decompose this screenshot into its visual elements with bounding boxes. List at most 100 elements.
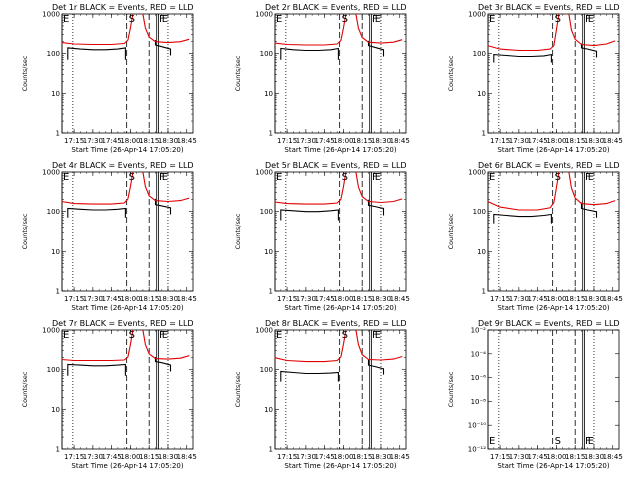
- y-tick-label: 1: [269, 288, 273, 296]
- marker-label-S: S: [555, 14, 561, 25]
- x-tick-label: 18:15: [352, 295, 372, 303]
- series-lld-line: [275, 172, 346, 204]
- series-events-line: [281, 49, 339, 60]
- marker-label-S: S: [129, 172, 135, 183]
- marker-label-E: E: [588, 172, 594, 183]
- marker-label-S: S: [342, 172, 348, 183]
- x-tick-label: 17:45: [528, 453, 548, 461]
- x-axis-label: Start Time (26-Apr-14 17:05:20): [71, 146, 183, 154]
- y-tick-label: 1: [56, 288, 60, 296]
- marker-label-S: S: [555, 172, 561, 183]
- x-tick-label: 17:30: [83, 453, 103, 461]
- panel-det-5r: Det 5r BLACK = Events, RED = LLD11010010…: [234, 161, 410, 312]
- panel-title: Det 9r BLACK = Events, RED = LLD: [478, 319, 620, 328]
- marker-label-E: E: [162, 172, 168, 183]
- y-tick-label: 10: [264, 90, 273, 98]
- panel-det-6r: Det 6r BLACK = Events, RED = LLD 1 10 100 10…: [447, 161, 623, 312]
- x-axis-label: Start Time (26-Apr-14 17:05:20): [284, 146, 396, 154]
- x-tick-label: 18:15: [352, 453, 372, 461]
- y-tick-label: 1000: [468, 169, 486, 177]
- y-tick-label: 100: [47, 50, 60, 58]
- marker-label-S: S: [555, 436, 561, 447]
- plot-frame: [275, 172, 406, 291]
- y-tick-label: 1000: [42, 169, 60, 177]
- panel-title: Det 7r BLACK = Events, RED = LLD: [52, 319, 194, 328]
- x-tick-label: 17:45: [102, 453, 122, 461]
- x-tick-label: 17:15: [277, 453, 297, 461]
- x-tick-label: 17:15: [490, 453, 510, 461]
- y-tick-label: 10⁻¹²: [468, 446, 486, 454]
- plot-frame: [275, 330, 406, 449]
- x-tick-label: 18:15: [352, 137, 372, 145]
- x-tick-label: 17:45: [528, 295, 548, 303]
- x-tick-label: 17:15: [490, 295, 510, 303]
- y-tick-label: 100: [260, 208, 273, 216]
- x-tick-label: 17:45: [315, 453, 335, 461]
- marker-label-E: E: [489, 172, 495, 183]
- x-tick-label: 17:30: [296, 137, 316, 145]
- series-events-line: [281, 210, 339, 221]
- y-tick-label: 100: [47, 208, 60, 216]
- x-tick-label: 18:45: [603, 295, 623, 303]
- x-tick-label: 18:00: [120, 137, 140, 145]
- x-tick-label: 17:15: [64, 137, 84, 145]
- x-tick-label: 18:30: [158, 295, 178, 303]
- panel-det-4r: Det 4r BLACK = Events, RED = LLD 1 10 100 10…: [21, 161, 197, 312]
- series-events-line: [68, 365, 126, 376]
- y-tick-label: 100: [260, 366, 273, 374]
- x-axis-label: Start Time (26-Apr-14 17:05:20): [284, 304, 396, 312]
- marker-label-E: E: [489, 14, 495, 25]
- y-axis-label: Counts/sec: [21, 213, 29, 249]
- y-axis-label: Counts/sec: [234, 371, 242, 407]
- x-tick-label: 18:00: [546, 453, 566, 461]
- y-axis-label: Counts/sec: [447, 213, 455, 249]
- x-tick-label: 17:30: [509, 137, 529, 145]
- x-tick-label: 17:30: [509, 453, 529, 461]
- y-tick-label: 1: [269, 130, 273, 138]
- x-tick-label: 17:30: [509, 295, 529, 303]
- marker-label-E: E: [63, 172, 69, 183]
- x-tick-label: 17:45: [102, 295, 122, 303]
- y-tick-label: 10: [264, 406, 273, 414]
- x-axis-label: Start Time (26-Apr-14 17:05:20): [284, 462, 396, 470]
- marker-label-E: E: [162, 14, 168, 25]
- panel-title: Det 4r BLACK = Events, RED = LLD: [52, 161, 194, 170]
- y-tick-label: 100: [473, 50, 486, 58]
- marker-label-E: E: [63, 330, 69, 341]
- panel-det-1r: Det 1r BLACK = Events, RED = LLD 1 10 100 10…: [21, 3, 197, 154]
- x-tick-label: 18:15: [139, 295, 159, 303]
- x-axis-label: Start Time (26-Apr-14 17:05:20): [497, 304, 609, 312]
- x-tick-label: 18:30: [584, 453, 604, 461]
- y-tick-label: 10: [264, 248, 273, 256]
- plot-frame: [275, 14, 406, 133]
- series-lld-line: [275, 14, 346, 45]
- series-events-line: [494, 55, 552, 63]
- y-axis-label: Counts/sec: [234, 55, 242, 91]
- series-events-line: [494, 215, 552, 224]
- x-axis-label: Start Time (26-Apr-14 17:05:20): [497, 146, 609, 154]
- y-tick-label: 10: [51, 248, 60, 256]
- series-events-line: [68, 48, 126, 60]
- x-tick-label: 18:15: [139, 453, 159, 461]
- x-tick-label: 17:30: [83, 295, 103, 303]
- y-tick-label: 1: [269, 446, 273, 454]
- x-tick-label: 18:45: [603, 453, 623, 461]
- panel-title: Det 2r BLACK = Events, RED = LLD: [265, 3, 407, 12]
- x-tick-label: 18:00: [120, 295, 140, 303]
- marker-label-E: E: [276, 330, 282, 341]
- series-events-line: [68, 209, 126, 218]
- y-tick-label: 100: [47, 366, 60, 374]
- x-tick-label: 18:30: [584, 295, 604, 303]
- plot-frame: [62, 172, 193, 291]
- x-tick-label: 18:15: [565, 137, 585, 145]
- marker-label-E: E: [276, 14, 282, 25]
- x-tick-label: 18:15: [139, 137, 159, 145]
- plot-frame: [62, 330, 193, 449]
- x-tick-label: 18:00: [546, 295, 566, 303]
- y-tick-label: 10⁻⁴: [471, 350, 487, 358]
- panel-det-9r: Det 9r BLACK = Events, RED = LLD 10⁻¹² 10⁻…: [447, 319, 623, 470]
- x-tick-label: 18:30: [371, 453, 391, 461]
- marker-label-E: E: [588, 436, 594, 447]
- plot-frame: [488, 172, 619, 291]
